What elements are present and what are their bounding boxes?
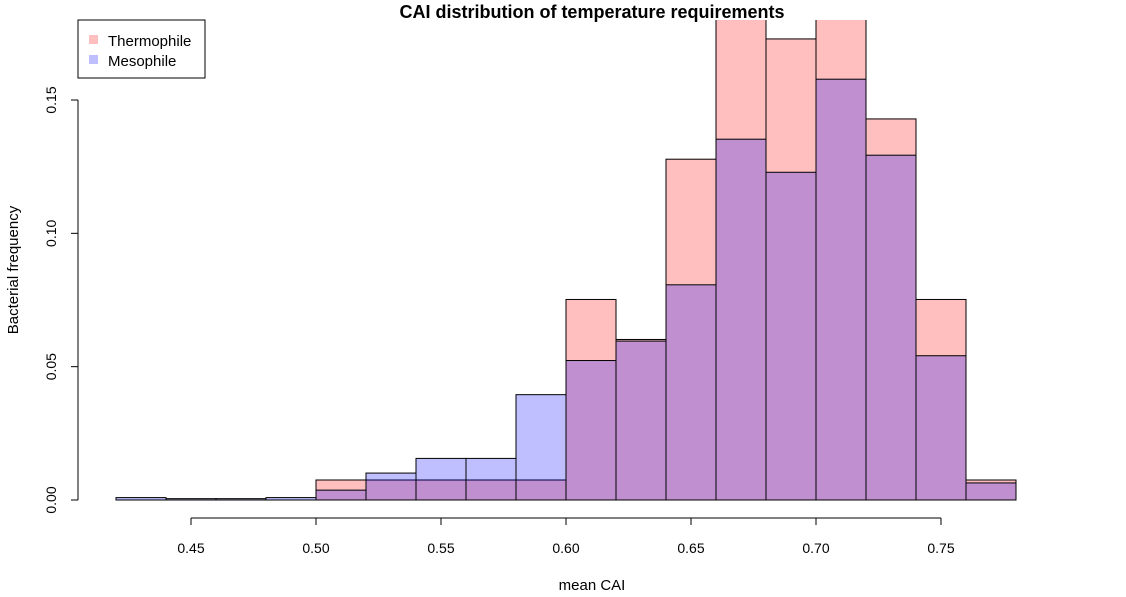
bar-mesophile-10 (615, 340, 667, 501)
y-tick-label: 0.15 (43, 86, 59, 113)
bar-mesophile-6 (415, 457, 467, 501)
bar-mesophile-11 (665, 284, 717, 501)
legend-swatch-thermophile (89, 35, 98, 44)
bars-group (115, 20, 1017, 501)
bar-mesophile-12 (715, 138, 767, 501)
bar-mesophile-1 (165, 498, 217, 501)
x-tick-label: 0.60 (552, 540, 579, 556)
x-tick-label: 0.45 (177, 540, 204, 556)
bar-thermophile-16 (915, 298, 967, 501)
legend-swatch-mesophile (89, 55, 98, 64)
x-tick-label: 0.65 (677, 540, 704, 556)
chart-title: CAI distribution of temperature requirem… (399, 2, 784, 22)
bar-mesophile-7 (465, 457, 517, 501)
legend-label-thermophile: Thermophile (108, 33, 191, 50)
legend: Thermophile Mesophile (77, 19, 206, 79)
x-tick-label: 0.70 (802, 540, 829, 556)
bar-mesophile-5 (365, 472, 417, 501)
bar-thermophile-13 (765, 38, 817, 501)
bar-thermophile-15 (865, 118, 917, 501)
y-axis: 0.00 0.05 0.10 0.15 (43, 86, 79, 514)
legend-label-mesophile: Mesophile (108, 53, 176, 70)
y-tick-label: 0.00 (43, 486, 59, 513)
x-tick-label: 0.50 (302, 540, 329, 556)
bar-mesophile-13 (765, 171, 817, 501)
x-tick-label: 0.55 (427, 540, 454, 556)
bar-thermophile-12 (715, 20, 767, 501)
bar-mesophile-0 (115, 497, 167, 501)
y-tick-label: 0.05 (43, 353, 59, 380)
bar-mesophile-16 (915, 355, 967, 501)
bar-mesophile-3 (265, 497, 317, 501)
x-tick-label: 0.75 (927, 540, 954, 556)
legend-box (77, 19, 206, 79)
bar-thermophile-14 (815, 20, 867, 501)
bar-mesophile-4 (315, 489, 367, 501)
bar-mesophile-8 (515, 394, 567, 501)
bar-mesophile-9 (565, 360, 617, 501)
x-axis-label: mean CAI (559, 577, 626, 594)
bar-thermophile-11 (665, 158, 717, 501)
y-tick-label: 0.10 (43, 219, 59, 246)
bar-mesophile-14 (815, 78, 867, 501)
x-axis: 0.45 0.50 0.55 0.60 0.65 0.70 0.75 (177, 517, 955, 556)
bar-mesophile-2 (215, 498, 267, 501)
bar-mesophile-17 (965, 482, 1017, 501)
y-axis-label: Bacterial frequency (5, 205, 22, 334)
bar-mesophile-15 (865, 154, 917, 501)
